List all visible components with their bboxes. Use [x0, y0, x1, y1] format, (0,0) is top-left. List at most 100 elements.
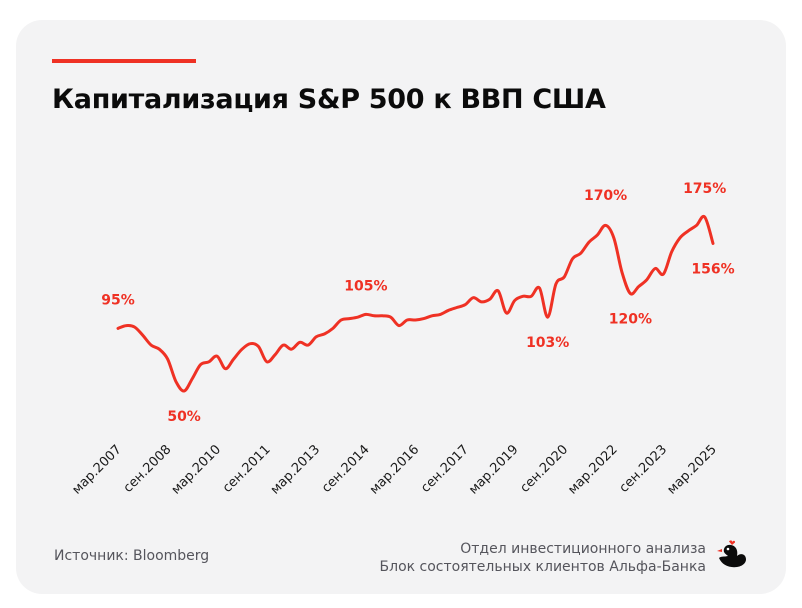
- data-point: [497, 289, 500, 292]
- data-point: [431, 314, 434, 317]
- data-point: [150, 344, 153, 347]
- credit-line-1: Отдел инвестиционного анализа: [460, 541, 706, 557]
- accent-bar: [52, 59, 196, 63]
- chart-title: Капитализация S&P 500 к ВВП США: [52, 84, 606, 115]
- data-point: [447, 309, 450, 312]
- data-point: [530, 295, 533, 298]
- data-point: [596, 234, 599, 237]
- data-point: [629, 292, 632, 295]
- data-label: 175%: [683, 181, 726, 197]
- data-point: [307, 344, 310, 347]
- data-point: [513, 299, 516, 302]
- data-point: [257, 345, 260, 348]
- data-point: [398, 324, 401, 327]
- data-point: [488, 298, 491, 301]
- credit-line-2: Блок состоятельных клиентов Альфа-Банка: [379, 559, 706, 575]
- data-point: [588, 241, 591, 244]
- data-point: [141, 334, 144, 337]
- chart-card: [16, 20, 786, 594]
- data-point: [687, 229, 690, 232]
- data-label: 50%: [167, 409, 201, 425]
- data-point: [670, 250, 673, 253]
- data-point: [563, 275, 566, 278]
- data-point: [389, 316, 392, 319]
- x-tick-label: сен.2014: [319, 442, 373, 496]
- x-tick-label: сен.2020: [517, 442, 571, 496]
- data-point: [480, 300, 483, 303]
- data-point: [199, 363, 202, 366]
- data-point: [364, 313, 367, 316]
- data-point: [166, 358, 169, 361]
- data-point: [298, 341, 301, 344]
- x-tick-label: сен.2023: [617, 442, 671, 496]
- x-tick-label: сен.2011: [220, 442, 274, 496]
- data-point: [216, 355, 219, 358]
- data-point: [125, 324, 128, 327]
- data-label: 156%: [691, 261, 734, 277]
- x-tick-label: мар.2016: [367, 442, 422, 497]
- credits: Отдел инвестиционного анализа Блок состо…: [380, 540, 706, 576]
- data-point: [439, 313, 442, 316]
- data-point: [348, 317, 351, 320]
- data-point: [455, 306, 458, 309]
- data-point: [183, 390, 186, 393]
- data-point: [505, 312, 508, 315]
- x-tick-label: мар.2025: [664, 442, 719, 497]
- data-label: 120%: [609, 312, 652, 328]
- data-point: [472, 296, 475, 299]
- data-point: [207, 360, 210, 363]
- data-label: 95%: [101, 292, 135, 308]
- x-tick-label: сен.2008: [121, 442, 175, 496]
- data-point: [381, 314, 384, 317]
- data-point: [546, 316, 549, 319]
- data-point: [637, 285, 640, 288]
- data-point: [274, 353, 277, 356]
- data-point: [579, 252, 582, 255]
- data-label: 170%: [584, 188, 627, 204]
- x-tick-label: мар.2019: [466, 442, 521, 497]
- data-point: [662, 273, 665, 276]
- data-point: [555, 282, 558, 285]
- data-point: [290, 348, 293, 351]
- data-point: [695, 224, 698, 227]
- data-point: [191, 377, 194, 380]
- data-label: 105%: [344, 278, 387, 294]
- data-point: [414, 319, 417, 322]
- data-point: [356, 316, 359, 319]
- data-point: [621, 271, 624, 274]
- data-point: [604, 224, 607, 227]
- series-line-0: [116, 214, 715, 393]
- data-point: [117, 327, 120, 330]
- data-point: [282, 344, 285, 347]
- data-point: [703, 216, 706, 219]
- data-point: [712, 242, 715, 245]
- data-point: [331, 327, 334, 330]
- x-tick-label: мар.2013: [268, 442, 323, 497]
- data-point: [315, 335, 318, 338]
- x-tick-label: мар.2007: [69, 442, 124, 497]
- source-note: Источник: Bloomberg: [54, 548, 210, 564]
- data-point: [406, 319, 409, 322]
- data-point: [654, 267, 657, 270]
- x-tick-label: сен.2017: [418, 442, 472, 496]
- data-point: [232, 358, 235, 361]
- data-point: [373, 314, 376, 317]
- data-point: [678, 236, 681, 239]
- data-point: [538, 287, 541, 290]
- data-point: [521, 295, 524, 298]
- data-point: [224, 367, 227, 370]
- data-point: [158, 348, 161, 351]
- data-point: [571, 257, 574, 260]
- x-tick-label: мар.2022: [565, 442, 620, 497]
- data-label: 103%: [526, 335, 569, 351]
- data-point: [249, 342, 252, 345]
- x-tick-label: мар.2010: [169, 442, 224, 497]
- data-point: [133, 326, 136, 329]
- duck-logo-icon: [717, 540, 747, 568]
- data-point: [323, 332, 326, 335]
- data-point: [340, 319, 343, 322]
- data-point: [645, 278, 648, 281]
- data-point: [265, 360, 268, 363]
- data-point: [241, 348, 244, 351]
